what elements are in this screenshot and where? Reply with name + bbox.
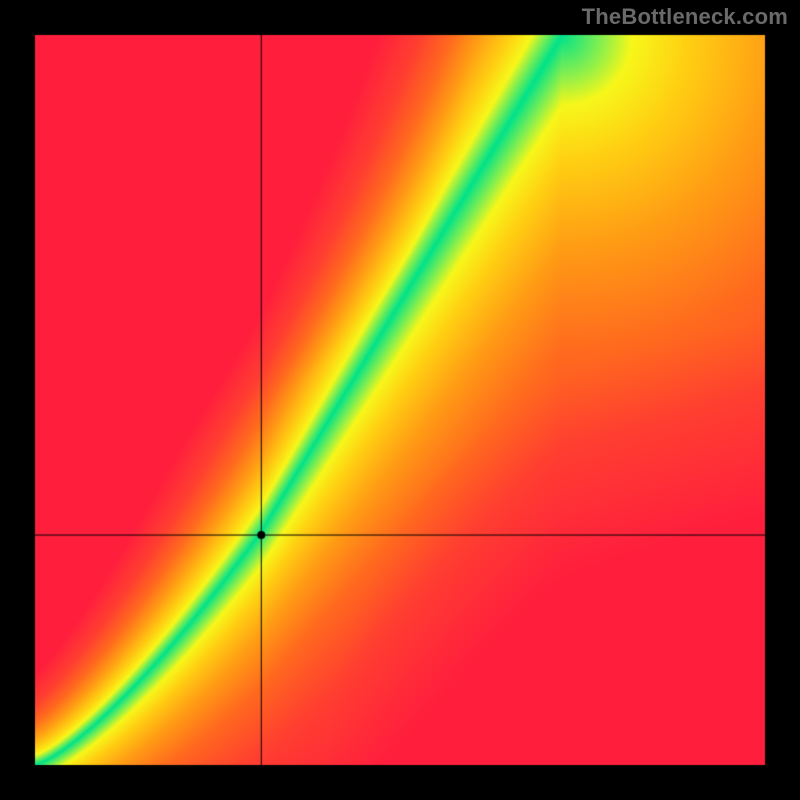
bottleneck-heatmap bbox=[0, 0, 800, 800]
chart-container: TheBottleneck.com bbox=[0, 0, 800, 800]
watermark-text: TheBottleneck.com bbox=[582, 4, 788, 30]
